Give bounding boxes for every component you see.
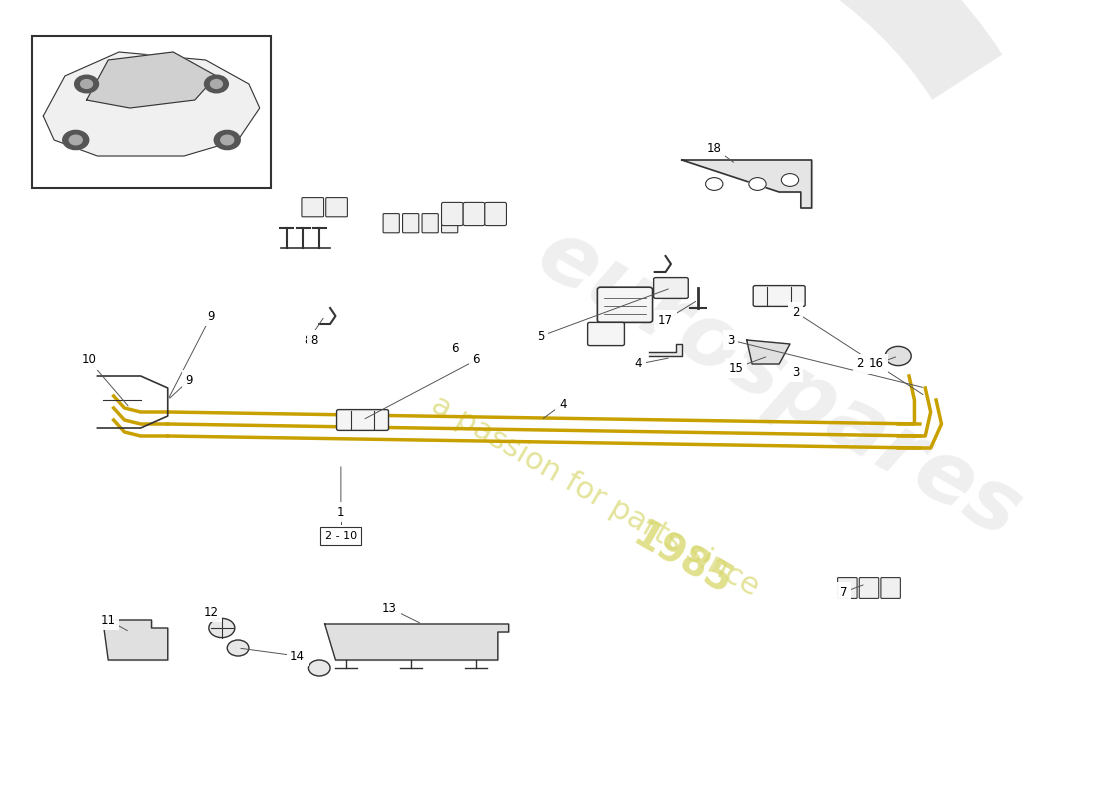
Text: 9: 9 <box>207 310 215 322</box>
Circle shape <box>69 135 82 145</box>
Text: 7: 7 <box>840 586 848 598</box>
FancyBboxPatch shape <box>337 410 388 430</box>
Polygon shape <box>324 624 508 660</box>
Text: 16: 16 <box>869 358 884 370</box>
Circle shape <box>228 640 249 656</box>
Circle shape <box>221 135 233 145</box>
Circle shape <box>80 80 92 88</box>
Text: 4: 4 <box>635 358 642 370</box>
FancyBboxPatch shape <box>301 198 323 217</box>
FancyBboxPatch shape <box>597 287 652 322</box>
Text: 15: 15 <box>728 362 744 374</box>
FancyBboxPatch shape <box>754 286 805 306</box>
Text: 8: 8 <box>310 334 318 346</box>
Bar <box>33 36 271 188</box>
Text: 5: 5 <box>538 330 544 342</box>
Text: eurospares: eurospares <box>522 212 1036 556</box>
FancyBboxPatch shape <box>383 214 399 233</box>
Circle shape <box>214 130 240 150</box>
Text: 6: 6 <box>451 342 459 354</box>
Text: 3: 3 <box>792 366 799 378</box>
Circle shape <box>886 346 911 366</box>
Circle shape <box>781 174 799 186</box>
Text: 13: 13 <box>382 602 397 614</box>
Circle shape <box>205 75 229 93</box>
Circle shape <box>75 75 99 93</box>
Text: 10: 10 <box>81 354 96 366</box>
Text: 17: 17 <box>658 314 673 326</box>
Circle shape <box>749 178 767 190</box>
Polygon shape <box>682 160 812 208</box>
Circle shape <box>210 80 222 88</box>
Text: 2: 2 <box>857 358 865 370</box>
Text: 3: 3 <box>727 334 734 346</box>
Text: 4: 4 <box>559 398 566 410</box>
FancyBboxPatch shape <box>422 214 438 233</box>
Circle shape <box>705 178 723 190</box>
FancyBboxPatch shape <box>837 578 857 598</box>
Polygon shape <box>87 52 217 108</box>
Text: 11: 11 <box>101 614 116 626</box>
FancyBboxPatch shape <box>587 322 625 346</box>
Polygon shape <box>649 344 682 356</box>
FancyBboxPatch shape <box>653 278 689 298</box>
Text: 1: 1 <box>337 506 344 518</box>
FancyBboxPatch shape <box>441 202 463 226</box>
Polygon shape <box>102 620 167 660</box>
FancyBboxPatch shape <box>441 214 458 233</box>
FancyBboxPatch shape <box>485 202 506 226</box>
Text: 8: 8 <box>305 334 312 346</box>
FancyBboxPatch shape <box>403 214 419 233</box>
Text: 1985: 1985 <box>626 517 738 603</box>
Circle shape <box>63 130 89 150</box>
Text: a passion for parts since: a passion for parts since <box>426 390 764 602</box>
Polygon shape <box>747 340 790 364</box>
FancyBboxPatch shape <box>463 202 485 226</box>
Text: 9: 9 <box>186 374 194 386</box>
Text: 2: 2 <box>792 306 799 318</box>
Circle shape <box>209 618 234 638</box>
Circle shape <box>308 660 330 676</box>
FancyBboxPatch shape <box>326 198 348 217</box>
Text: 6: 6 <box>472 354 480 366</box>
Text: 12: 12 <box>204 606 219 618</box>
Text: 18: 18 <box>707 142 722 154</box>
Text: 14: 14 <box>290 650 305 662</box>
Polygon shape <box>43 52 260 156</box>
Text: 2 - 10: 2 - 10 <box>324 531 356 541</box>
FancyBboxPatch shape <box>881 578 901 598</box>
FancyBboxPatch shape <box>859 578 879 598</box>
